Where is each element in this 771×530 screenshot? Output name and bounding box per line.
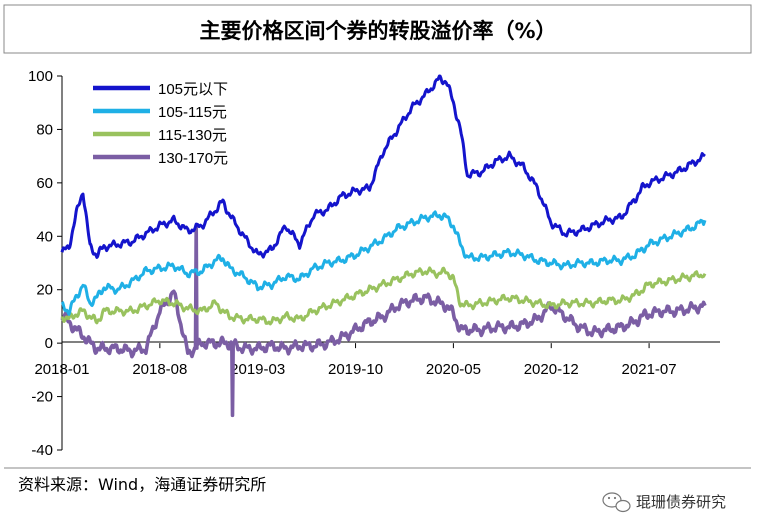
series-line [60,266,707,326]
title-box [3,4,752,54]
x-tick-label: 2020-12 [524,361,579,378]
series-line [60,223,707,418]
wechat-icon [602,492,631,513]
y-tick-label: 80 [36,121,53,138]
x-tick-label: 2018-01 [34,361,89,378]
x-tick-label: 2019-03 [230,361,285,378]
y-tick-label: 40 [36,228,53,245]
chart-title: 主要价格区间个券的转股溢价率（%） [199,19,556,43]
x-tick-label: 2018-08 [132,361,187,378]
y-tick-label: 60 [36,175,53,192]
y-tick-label: -40 [31,442,53,459]
y-tick-label: -20 [31,389,53,406]
legend-label: 105元以下 [158,81,228,98]
y-tick-label: 20 [36,282,53,299]
watermark: 琨珊债券研究 [602,492,726,513]
legend-label: 115-130元 [158,127,227,144]
legend-label: 130-170元 [158,150,228,167]
series-line [60,210,707,316]
series-lines [60,74,707,418]
source-text: 资料来源：Wind，海通证券研究所 [18,475,266,494]
legend-label: 105-115元 [158,104,227,121]
x-tick-label: 2020-05 [426,361,481,378]
legend: 105元以下 105-115元 115-130元 130-170元 [93,81,228,167]
y-axis-ticks: 100 80 60 40 20 0 -20 -40 [28,68,62,459]
watermark-text: 琨珊债券研究 [636,493,726,511]
series-line [60,74,706,259]
x-tick-label: 2019-10 [328,361,383,378]
x-tick-label: 2021-07 [622,361,677,378]
y-tick-label: 100 [28,68,53,85]
y-tick-label: 0 [45,335,53,352]
x-axis-ticks: 2018-01 2018-08 2019-03 2019-10 2020-05 2020-… [34,343,677,378]
